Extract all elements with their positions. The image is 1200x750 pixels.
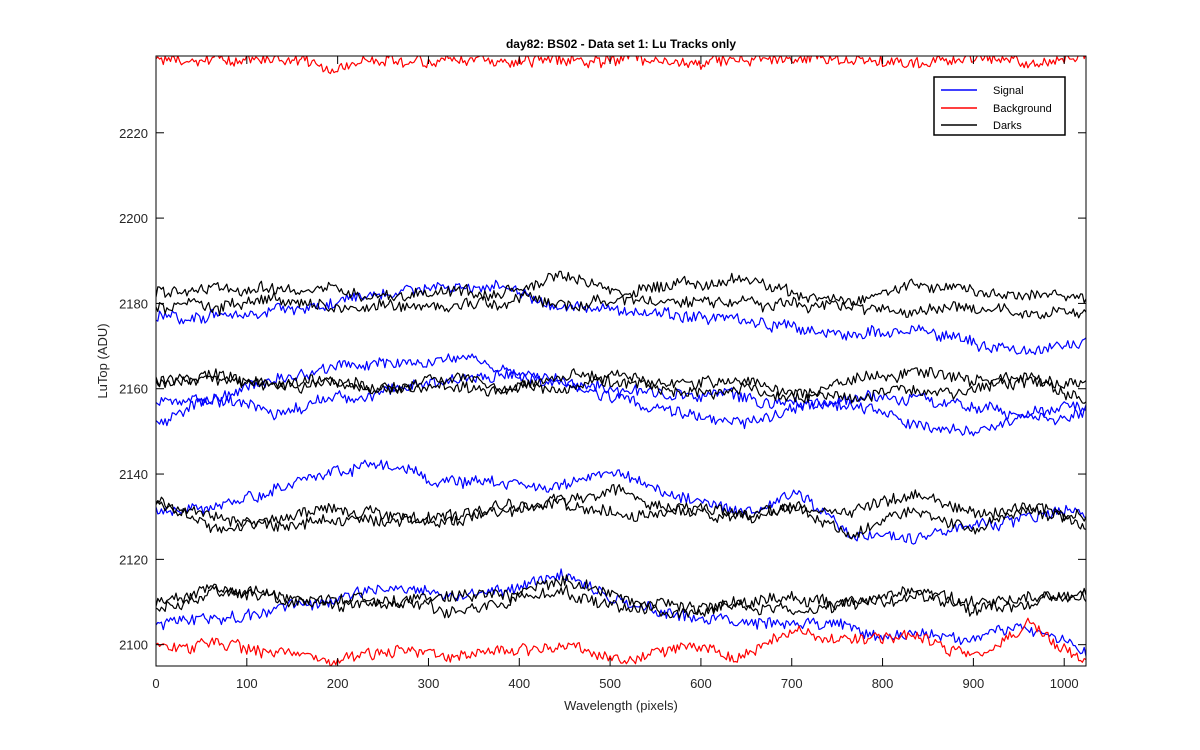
x-tick-label: 400 <box>508 676 530 691</box>
legend-background-label: Background <box>993 103 1052 115</box>
series-line-signal-2 <box>156 353 1086 437</box>
legend: Signal Background Darks <box>933 76 1066 136</box>
x-axis-label: Wavelength (pixels) <box>564 698 678 713</box>
series-line-darks-11 <box>156 369 1086 404</box>
legend-signal-label: Signal <box>993 85 1024 97</box>
series-line-signal-3 <box>156 369 1086 430</box>
ticks-layer: 0 100 200 300 400 500 600 700 800 900 1000 2100 2120… <box>119 56 1086 691</box>
series-line-background-7 <box>156 617 1086 666</box>
series-line-signal-5 <box>156 568 1086 657</box>
series-line-darks-10 <box>156 367 1086 404</box>
x-tick-label: 900 <box>963 676 985 691</box>
x-tick-label: 300 <box>418 676 440 691</box>
x-tick-label: 0 <box>152 676 159 691</box>
series-line-darks-14 <box>156 583 1086 619</box>
y-tick-label: 2100 <box>119 638 148 653</box>
series-line-darks-9 <box>156 290 1086 320</box>
x-tick-label: 1000 <box>1050 676 1079 691</box>
legend-darks-label: Darks <box>993 120 1022 132</box>
x-tick-label: 700 <box>781 676 803 691</box>
x-tick-label: 800 <box>872 676 894 691</box>
x-tick-label: 500 <box>599 676 621 691</box>
x-tick-label: 200 <box>327 676 349 691</box>
series-line-darks-8 <box>156 270 1086 306</box>
plot-area <box>156 56 1086 666</box>
y-tick-label: 2220 <box>119 126 148 141</box>
series-line-darks-15 <box>156 574 1086 619</box>
series-layer <box>156 56 1086 666</box>
series-line-darks-12 <box>156 496 1086 540</box>
y-tick-label: 2160 <box>119 382 148 397</box>
y-tick-label: 2180 <box>119 296 148 311</box>
series-line-darks-13 <box>156 484 1086 532</box>
y-axis-label: LuTop (ADU) <box>95 323 110 398</box>
x-tick-label: 100 <box>236 676 258 691</box>
chart-title: day82: BS02 - Data set 1: Lu Tracks only <box>506 37 736 51</box>
y-tick-label: 2200 <box>119 211 148 226</box>
y-tick-label: 2140 <box>119 467 148 482</box>
plot-frame <box>155 55 1087 667</box>
y-tick-label: 2120 <box>119 552 148 567</box>
series-line-signal-4 <box>156 459 1086 545</box>
x-tick-label: 600 <box>690 676 712 691</box>
